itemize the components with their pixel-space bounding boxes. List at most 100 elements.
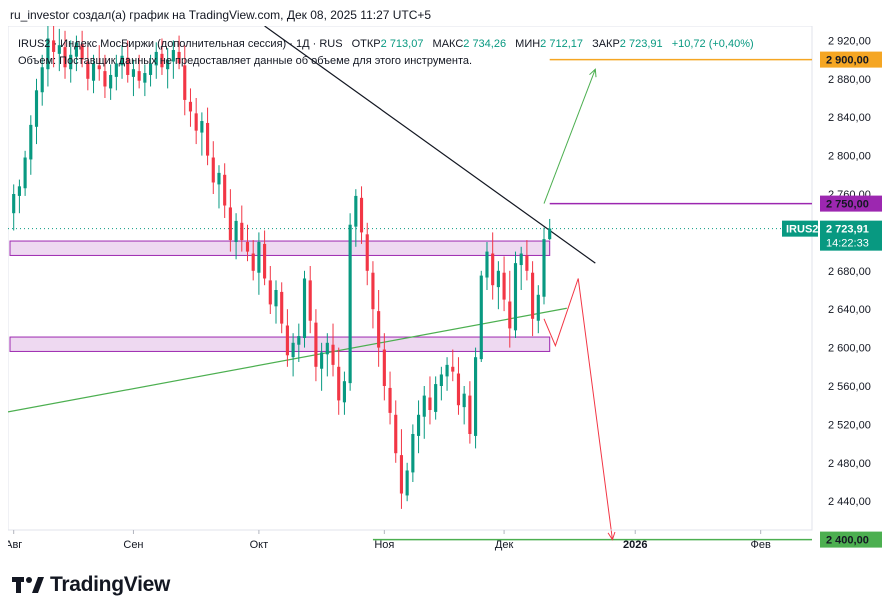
candle-body <box>508 301 512 329</box>
chart-area[interactable]: 2 440,00 2 480,00 2 520,00 2 560,00 2 600,00… <box>5 25 886 556</box>
x-tick-label: Окт <box>250 539 269 551</box>
y-tick-label: 2 680,00 <box>828 266 871 278</box>
candle-body <box>245 242 250 252</box>
candle-body <box>416 414 421 436</box>
x-tick-label: Фев <box>751 539 771 551</box>
tradingview-logo-icon <box>12 577 44 593</box>
candle-body <box>188 101 193 112</box>
legend-row-ohlc: IRUS2 · Индекс МосБиржи (дополнительная … <box>18 36 754 53</box>
candle-body <box>348 224 352 384</box>
candle-body <box>137 71 141 81</box>
candle-body <box>171 50 175 62</box>
last-price-value: 2 723,91 <box>826 224 869 236</box>
candle-body <box>531 272 535 319</box>
candle-body <box>263 243 267 279</box>
y-tick-label: 2 800,00 <box>828 151 871 163</box>
candle-body <box>34 90 39 127</box>
y-tick-label: 2 880,00 <box>828 74 871 86</box>
candle-body <box>411 434 415 473</box>
candle-body <box>23 157 27 189</box>
candle-body <box>485 251 489 278</box>
close-label: ЗАКР <box>592 38 620 50</box>
candle-body <box>342 381 346 403</box>
candle-body <box>377 311 381 348</box>
candle-body <box>491 253 495 286</box>
candle-body <box>428 397 432 410</box>
candle-body <box>166 59 170 70</box>
candlestick-chart[interactable]: 2 440,00 2 480,00 2 520,00 2 560,00 2 600,00… <box>5 25 886 556</box>
legend: IRUS2 · Индекс МосБиржи (дополнительная … <box>18 36 754 70</box>
candle-body <box>542 239 546 297</box>
candle-body <box>274 290 278 307</box>
candle-body <box>382 349 386 386</box>
tradingview-logo[interactable]: TradingView <box>12 573 170 597</box>
tradingview-logo-text: TradingView <box>50 573 171 596</box>
candle-body <box>434 384 438 412</box>
last-price-countdown: 14:22:33 <box>826 238 869 250</box>
candle-body <box>57 45 61 54</box>
candle-body <box>29 124 33 160</box>
candle-body <box>456 373 461 406</box>
y-tick-label: 2 560,00 <box>828 381 871 393</box>
candle-body <box>496 270 500 288</box>
volume-line: Объем: Поставщик данных не предоставляет… <box>18 55 473 67</box>
grid <box>7 25 813 531</box>
candle-body <box>394 414 398 454</box>
candle-body <box>200 121 204 133</box>
x-tick-label: Дек <box>495 539 514 551</box>
candle-body <box>160 53 164 68</box>
candles <box>12 26 552 509</box>
low-value: 2 712,17 <box>540 38 583 50</box>
level-price-value: 2 900,00 <box>826 55 869 67</box>
x-tick-label: Сен <box>123 539 143 551</box>
level-price-box <box>820 531 882 548</box>
candle-body <box>479 275 483 360</box>
candle-body <box>405 470 409 496</box>
level-price-box <box>820 51 882 68</box>
candle-body <box>285 325 289 356</box>
symbol-tag-box <box>782 220 818 237</box>
candle-body <box>109 74 113 89</box>
y-tick-label: 2 600,00 <box>828 343 871 355</box>
candle-body <box>320 352 324 369</box>
axes: 2 440,00 2 480,00 2 520,00 2 560,00 2 600,00… <box>5 35 871 551</box>
high-label: МАКС <box>432 38 464 50</box>
candle-body <box>211 157 215 183</box>
candle-body <box>314 322 318 367</box>
candle-body <box>422 395 426 417</box>
candle-body <box>468 395 472 434</box>
candle-body <box>308 280 312 321</box>
open-value: 2 713,07 <box>380 38 424 50</box>
drawings <box>7 25 812 541</box>
candle-body <box>451 366 455 372</box>
y-tick-label: 2 640,00 <box>828 304 871 316</box>
candle-body <box>513 263 518 331</box>
candle-body <box>69 54 73 70</box>
candle-body <box>12 194 16 214</box>
candle-body <box>86 61 90 79</box>
candle-body <box>114 63 118 77</box>
candle-body <box>388 387 392 413</box>
candle-body <box>462 393 466 408</box>
zone-rect <box>9 240 551 256</box>
candle-body <box>177 51 181 64</box>
candle-body <box>331 344 335 365</box>
candle-body <box>280 291 284 324</box>
low-label: МИН <box>515 38 541 50</box>
y-tick-label: 2 920,00 <box>828 35 871 47</box>
level-price-box <box>820 195 882 212</box>
candle-body <box>206 122 210 156</box>
high-value: 2 734,26 <box>463 38 507 50</box>
symbol-tag: IRUS2 <box>786 224 818 236</box>
candle-body <box>80 44 84 60</box>
y-tick-label: 2 840,00 <box>828 112 871 124</box>
candle-body <box>474 357 478 436</box>
candle-body <box>234 220 238 242</box>
change-value: +10,72 (+0,40%) <box>671 38 754 50</box>
candle-body <box>91 63 96 81</box>
bear-path-head <box>607 531 616 541</box>
candle-body <box>126 57 130 75</box>
candle-body <box>359 197 364 233</box>
open-label: ОТКР <box>351 38 381 50</box>
candle-body <box>194 113 198 131</box>
